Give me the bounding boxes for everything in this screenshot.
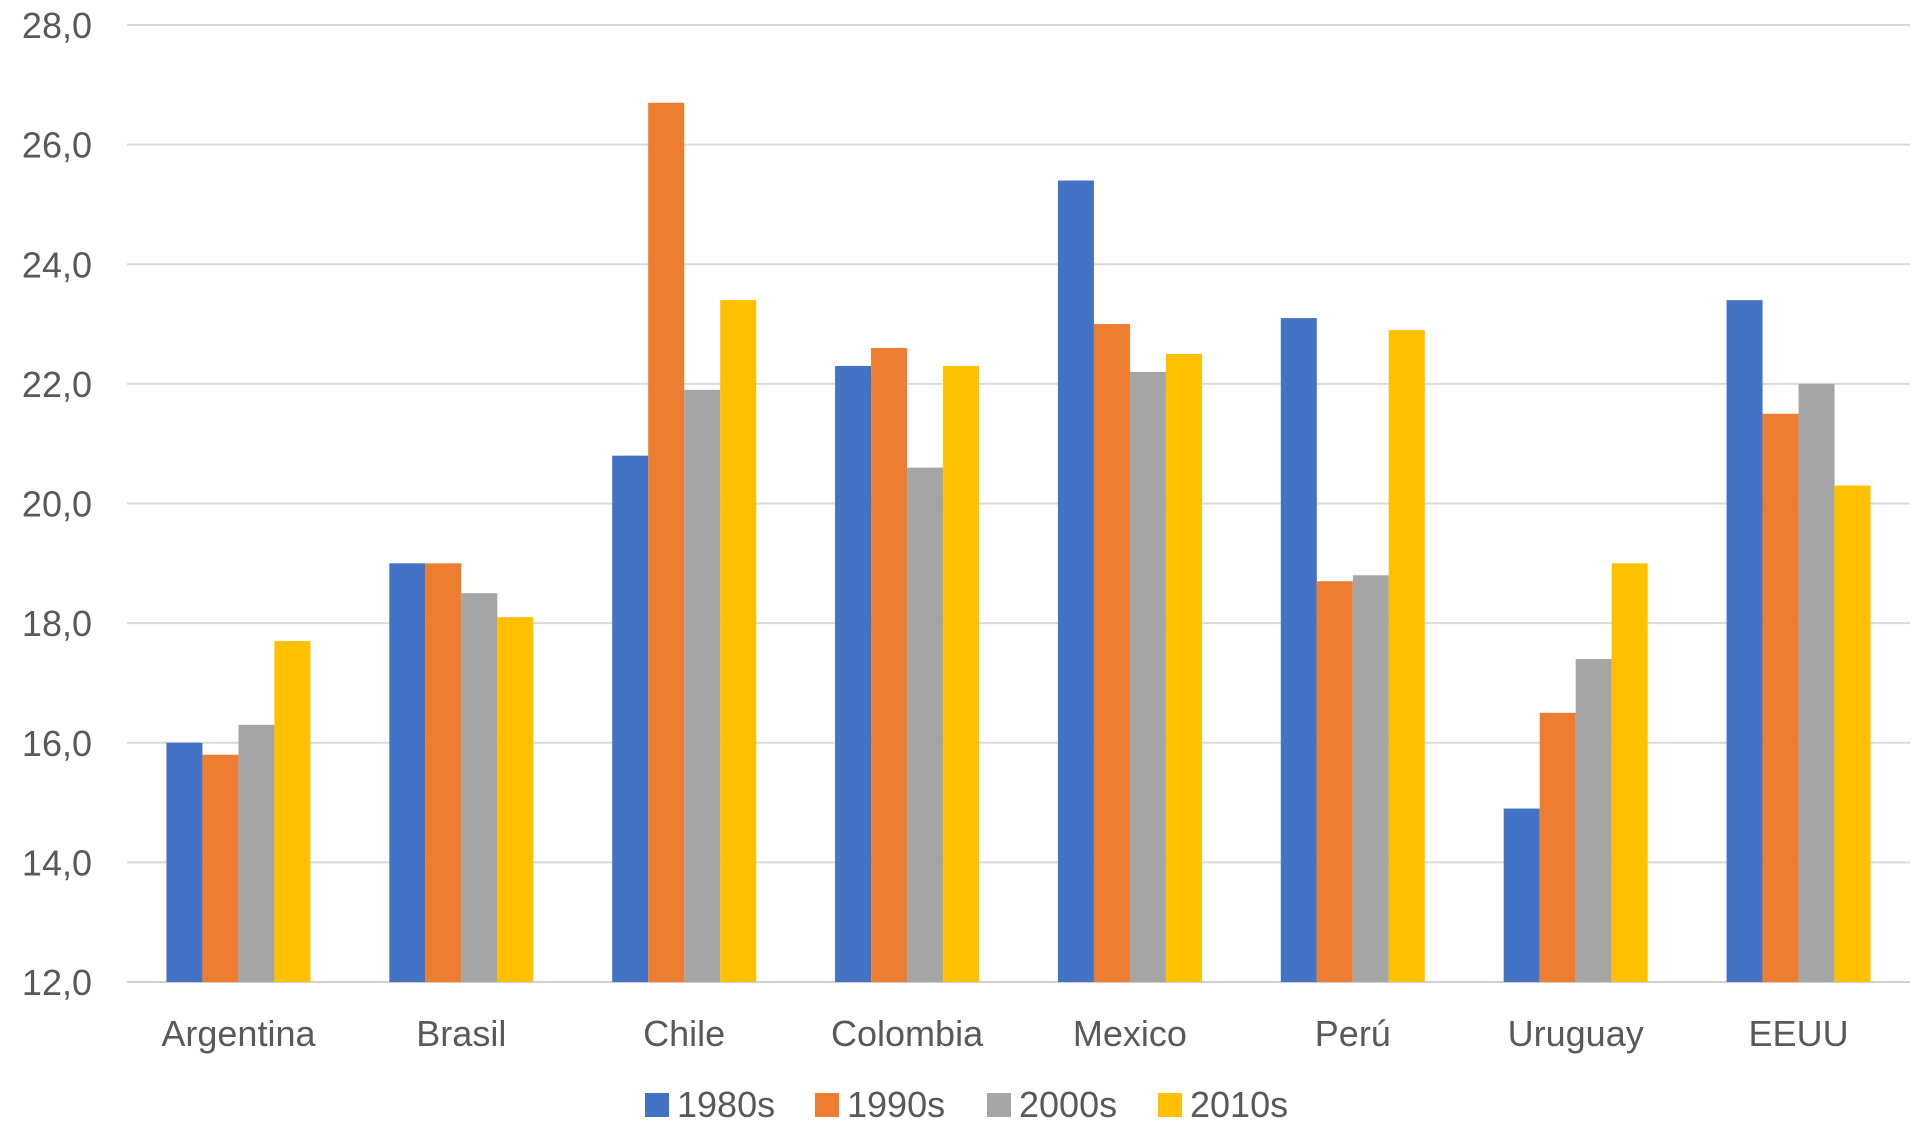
bar-2000s-argentina [238, 724, 275, 982]
bar-1980s-uruguay [1503, 808, 1540, 982]
bar-1980s-mexico [1057, 180, 1094, 982]
legend-label: 1990s [847, 1084, 945, 1123]
y-tick-label: 24,0 [22, 244, 92, 285]
y-tick-label: 26,0 [22, 125, 92, 166]
bar-2000s-brasil [461, 593, 498, 982]
bar-1990s-eeuu [1762, 413, 1799, 982]
bar-1980s-perú [1280, 318, 1317, 982]
bar-2000s-uruguay [1575, 659, 1612, 982]
legend-label: 2010s [1190, 1084, 1288, 1123]
bar-1990s-argentina [202, 754, 239, 982]
bar-2010s-colombia [943, 365, 980, 982]
y-tick-label: 20,0 [22, 484, 92, 525]
bar-2010s-argentina [274, 641, 311, 982]
legend-label: 1980s [677, 1084, 775, 1123]
x-tick-label: Mexico [1073, 1013, 1187, 1054]
legend-swatch [815, 1093, 839, 1117]
x-tick-label: Colombia [831, 1013, 984, 1054]
bar-1980s-chile [612, 455, 649, 982]
bar-2010s-mexico [1165, 353, 1202, 982]
bar-1990s-brasil [425, 563, 462, 982]
x-tick-label: Chile [643, 1013, 725, 1054]
bar-2000s-eeuu [1798, 383, 1835, 982]
y-tick-label: 16,0 [22, 723, 92, 764]
bar-2000s-colombia [907, 467, 944, 982]
bar-1990s-uruguay [1539, 712, 1576, 982]
bar-1990s-colombia [871, 347, 908, 982]
bar-2010s-brasil [497, 617, 534, 982]
y-tick-label: 18,0 [22, 603, 92, 644]
bar-2000s-perú [1352, 575, 1389, 982]
bar-1980s-eeuu [1726, 300, 1763, 982]
x-tick-label: Uruguay [1508, 1013, 1644, 1054]
legend-item-2010s: 2010s [1158, 1084, 1288, 1123]
bar-1980s-brasil [389, 563, 426, 982]
y-tick-label: 12,0 [22, 962, 92, 1003]
legend: 1980s 1990s 2000s 2010s [645, 1084, 1288, 1123]
legend-label: 2000s [1019, 1084, 1117, 1123]
bar-1980s-colombia [835, 365, 872, 982]
legend-item-1990s: 1990s [815, 1084, 945, 1123]
bar-1980s-argentina [166, 742, 203, 982]
bar-1990s-mexico [1093, 324, 1130, 982]
bar-2010s-uruguay [1611, 563, 1648, 982]
bar-2010s-chile [720, 300, 757, 982]
legend-item-2000s: 2000s [987, 1084, 1117, 1123]
legend-swatch [987, 1093, 1011, 1117]
x-tick-label: Perú [1315, 1013, 1391, 1054]
bar-2010s-perú [1388, 330, 1425, 982]
x-tick-label: Argentina [161, 1013, 316, 1054]
legend-swatch [1158, 1093, 1182, 1117]
bar-2000s-mexico [1129, 371, 1166, 983]
bar-2010s-eeuu [1834, 485, 1871, 982]
y-tick-label: 22,0 [22, 364, 92, 405]
y-tick-label: 14,0 [22, 842, 92, 883]
bar-1990s-chile [648, 102, 685, 983]
x-tick-label: Brasil [416, 1013, 506, 1054]
bar-1990s-perú [1316, 581, 1353, 982]
x-axis-tick-labels: Argentina Brasil Chile Colombia Mexico Perú Ur… [161, 1013, 1848, 1054]
x-tick-label: EEUU [1749, 1013, 1849, 1054]
legend-swatch [645, 1093, 669, 1117]
legend-item-1980s: 1980s [645, 1084, 775, 1123]
y-tick-label: 28,0 [22, 5, 92, 46]
bar-2000s-chile [684, 389, 721, 982]
y-axis-tick-labels: 12,0 14,0 16,0 18,0 20,0 22,0 24,0 26,0 28,0 [22, 5, 92, 1003]
bars [166, 102, 1871, 983]
